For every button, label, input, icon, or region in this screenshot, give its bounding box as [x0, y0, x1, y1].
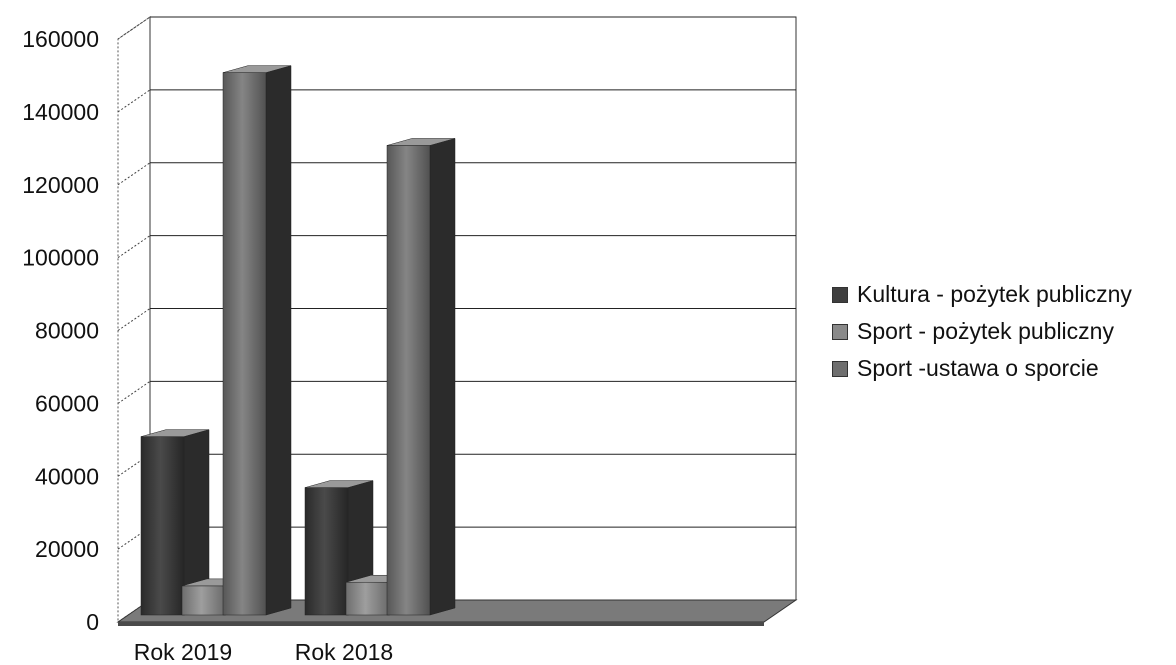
- x-tick-label: Rok 2019: [134, 639, 232, 665]
- y-tick-label: 0: [86, 609, 99, 635]
- legend-label: Kultura - pożytek publiczny: [857, 281, 1132, 307]
- y-axis-ticks: 0 20000 40000 60000 80000 100000 120000 140000 1…: [22, 26, 99, 635]
- bar-top: [304, 480, 374, 488]
- bar-front: [222, 72, 267, 616]
- bar-front: [140, 436, 185, 616]
- y-tick-label: 100000: [22, 245, 99, 271]
- bar: [140, 429, 210, 616]
- y-tick-label: 160000: [22, 26, 99, 52]
- bar: [222, 65, 292, 616]
- bar-front: [345, 581, 390, 616]
- y-tick-label: 140000: [22, 99, 99, 125]
- bar: [386, 138, 456, 616]
- x-tick-label: Rok 2018: [295, 639, 393, 665]
- gridline-side: [117, 89, 151, 113]
- y-tick-label: 60000: [35, 390, 99, 416]
- legend-item: Sport -ustawa o sporcie: [832, 350, 1132, 387]
- legend-item: Kultura - pożytek publiczny: [832, 276, 1132, 313]
- bar-front: [386, 145, 431, 616]
- legend-label: Sport - pożytek publiczny: [857, 318, 1114, 344]
- legend-swatch: [832, 360, 848, 377]
- y-tick-label: 20000: [35, 536, 99, 562]
- bars: [140, 65, 456, 616]
- floor-edge: [118, 622, 764, 626]
- bar: [304, 480, 374, 616]
- chart-walls: [117, 16, 797, 623]
- bar-top: [386, 138, 456, 146]
- bar-side: [265, 65, 292, 616]
- legend-swatch: [832, 323, 848, 340]
- gridline-side: [117, 308, 151, 331]
- gridline-side: [117, 380, 151, 404]
- legend-item: Sport - pożytek publiczny: [832, 313, 1132, 350]
- legend-swatch: [832, 286, 848, 303]
- x-axis-ticks: Rok 2019 Rok 2018: [134, 639, 393, 665]
- gridline-side: [117, 16, 151, 40]
- y-tick-label: 40000: [35, 463, 99, 489]
- y-tick-label: 120000: [22, 172, 99, 198]
- bar-front: [181, 585, 226, 616]
- bar-top: [222, 65, 292, 73]
- gridline-side: [117, 235, 151, 259]
- gridline-side: [117, 162, 151, 186]
- legend-label: Sport -ustawa o sporcie: [857, 355, 1099, 381]
- bar-top: [140, 429, 210, 437]
- bar-side: [429, 138, 456, 616]
- y-tick-label: 80000: [35, 318, 99, 344]
- bar-front: [304, 487, 349, 616]
- legend: Kultura - pożytek publiczny Sport - pożyt…: [832, 276, 1132, 387]
